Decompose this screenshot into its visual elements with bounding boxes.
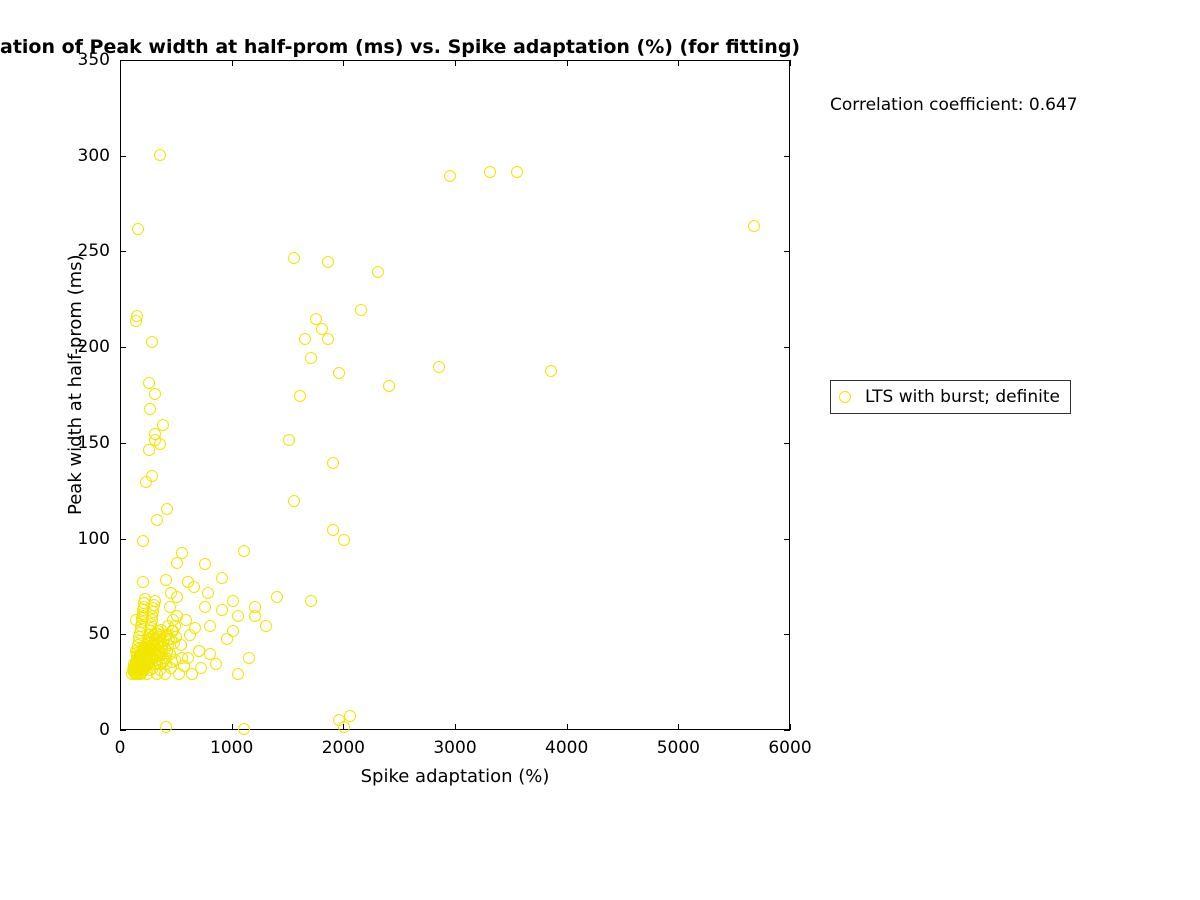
data-point — [216, 604, 228, 616]
data-point — [146, 470, 158, 482]
data-point — [199, 558, 211, 570]
data-point — [165, 587, 177, 599]
data-point — [372, 266, 384, 278]
data-point — [169, 620, 181, 632]
data-point — [199, 601, 211, 613]
data-point — [511, 166, 523, 178]
data-point — [189, 622, 201, 634]
data-point — [238, 723, 250, 735]
data-point — [283, 434, 295, 446]
data-point — [748, 220, 760, 232]
x-tick-label: 5000 — [657, 738, 700, 758]
plot-area — [120, 60, 790, 730]
data-point — [188, 581, 200, 593]
data-point — [157, 419, 169, 431]
data-point — [327, 524, 339, 536]
data-point — [195, 662, 207, 674]
data-point — [338, 534, 350, 546]
data-point — [137, 576, 149, 588]
y-tick-label: 300 — [0, 146, 110, 166]
data-point — [216, 572, 228, 584]
data-point — [249, 601, 261, 613]
legend-label: LTS with burst; definite — [865, 387, 1060, 407]
data-point — [305, 595, 317, 607]
data-point — [149, 595, 161, 607]
data-point — [338, 721, 350, 733]
y-tick-label: 150 — [0, 433, 110, 453]
y-tick-label: 200 — [0, 337, 110, 357]
data-point — [327, 457, 339, 469]
data-point — [161, 503, 173, 515]
data-point — [176, 547, 188, 559]
data-point — [299, 333, 311, 345]
data-point — [210, 658, 222, 670]
data-point — [355, 304, 367, 316]
data-point — [131, 310, 143, 322]
y-tick-label: 50 — [0, 624, 110, 644]
data-point — [132, 223, 144, 235]
data-point — [154, 149, 166, 161]
data-point — [176, 652, 188, 664]
data-point — [232, 668, 244, 680]
data-point — [227, 595, 239, 607]
data-point — [193, 645, 205, 657]
chart-container: ation of Peak width at half-prom (ms) vs… — [0, 0, 1200, 900]
data-point — [143, 444, 155, 456]
data-point — [149, 388, 161, 400]
data-point — [232, 610, 244, 622]
data-point — [433, 361, 445, 373]
x-tick-label: 1000 — [210, 738, 253, 758]
data-point — [322, 333, 334, 345]
data-point — [333, 367, 345, 379]
legend: LTS with burst; definite — [830, 380, 1071, 414]
data-point — [243, 652, 255, 664]
x-tick-label: 4000 — [545, 738, 588, 758]
y-axis-label: Peak width at half-prom (ms) — [65, 254, 86, 515]
data-point — [484, 166, 496, 178]
data-point — [166, 656, 178, 668]
data-point — [238, 545, 250, 557]
data-point — [202, 587, 214, 599]
x-axis-label: Spike adaptation (%) — [361, 766, 550, 787]
data-point — [288, 495, 300, 507]
data-point — [137, 535, 149, 547]
y-tick-label: 250 — [0, 241, 110, 261]
x-tick-label: 2000 — [322, 738, 365, 758]
y-tick-label: 0 — [0, 720, 110, 740]
data-point — [170, 631, 182, 643]
y-tick-label: 100 — [0, 529, 110, 549]
data-point — [322, 256, 334, 268]
data-point — [288, 252, 300, 264]
data-point — [204, 620, 216, 632]
data-point — [294, 390, 306, 402]
data-point — [383, 380, 395, 392]
data-point — [144, 403, 156, 415]
data-point — [227, 625, 239, 637]
data-point — [143, 377, 155, 389]
data-point — [444, 170, 456, 182]
data-point — [151, 514, 163, 526]
data-point — [260, 620, 272, 632]
x-tick-label: 6000 — [768, 738, 811, 758]
x-tick-label: 0 — [115, 738, 126, 758]
data-point — [160, 721, 172, 733]
data-point — [344, 710, 356, 722]
data-point — [154, 438, 166, 450]
data-point — [305, 352, 317, 364]
correlation-annotation: Correlation coefficient: 0.647 — [830, 95, 1078, 115]
data-point — [271, 591, 283, 603]
legend-marker-icon — [839, 391, 851, 403]
data-point — [160, 574, 172, 586]
data-point — [146, 336, 158, 348]
chart-title: ation of Peak width at half-prom (ms) vs… — [0, 36, 800, 58]
y-tick-label: 350 — [0, 50, 110, 70]
data-point — [545, 365, 557, 377]
x-tick-label: 3000 — [433, 738, 476, 758]
